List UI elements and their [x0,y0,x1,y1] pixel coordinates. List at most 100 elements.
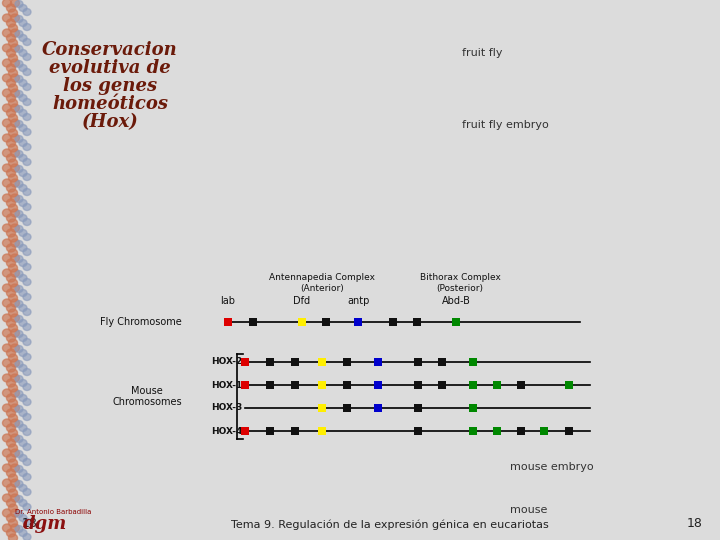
Ellipse shape [9,114,17,122]
Ellipse shape [19,484,27,491]
Bar [469,358,477,366]
Ellipse shape [2,29,12,37]
Ellipse shape [11,29,19,37]
Ellipse shape [23,383,31,390]
Ellipse shape [15,91,23,98]
Ellipse shape [23,429,31,435]
Ellipse shape [11,194,19,202]
Ellipse shape [9,504,17,512]
Ellipse shape [11,119,19,127]
Ellipse shape [15,45,23,52]
Ellipse shape [23,308,31,315]
Ellipse shape [15,180,23,187]
Text: Bithorax Complex
(Posterior): Bithorax Complex (Posterior) [420,273,500,293]
Ellipse shape [6,379,16,387]
Ellipse shape [19,185,27,192]
Ellipse shape [2,449,12,457]
Ellipse shape [23,458,31,465]
Ellipse shape [11,404,19,412]
Ellipse shape [9,294,17,302]
Ellipse shape [6,514,16,522]
Ellipse shape [6,349,16,357]
Ellipse shape [9,99,17,107]
Ellipse shape [19,94,27,102]
Ellipse shape [2,224,12,232]
Ellipse shape [23,399,31,406]
Ellipse shape [11,494,19,502]
Bar [389,318,397,326]
Ellipse shape [9,474,17,482]
Ellipse shape [11,344,19,352]
Ellipse shape [23,173,31,180]
Ellipse shape [19,50,27,57]
Ellipse shape [11,449,19,457]
Bar [322,318,330,326]
Ellipse shape [6,154,16,162]
Ellipse shape [6,319,16,327]
Ellipse shape [2,119,12,127]
Ellipse shape [6,94,16,102]
Ellipse shape [19,170,27,177]
Text: HOX-2: HOX-2 [211,357,242,367]
Bar [241,358,249,366]
Ellipse shape [2,239,12,247]
Text: (Hox): (Hox) [81,113,138,131]
Ellipse shape [11,509,19,517]
Bar [291,427,299,435]
Ellipse shape [2,14,12,22]
Bar [266,358,274,366]
Ellipse shape [19,455,27,462]
Ellipse shape [15,211,23,218]
Ellipse shape [19,260,27,267]
Ellipse shape [9,414,17,422]
Ellipse shape [19,364,27,372]
Ellipse shape [15,195,23,202]
Ellipse shape [2,299,12,307]
Ellipse shape [23,534,31,540]
Ellipse shape [15,361,23,368]
Text: mouse: mouse [510,505,547,515]
Ellipse shape [11,524,19,532]
Ellipse shape [19,230,27,237]
Ellipse shape [6,304,16,312]
Bar [374,358,382,366]
Ellipse shape [23,38,31,45]
Ellipse shape [23,294,31,300]
Ellipse shape [11,179,19,187]
Ellipse shape [9,144,17,152]
Ellipse shape [2,344,12,352]
Ellipse shape [9,279,17,287]
Bar [438,381,446,389]
Ellipse shape [23,414,31,421]
Bar [452,318,460,326]
Ellipse shape [23,264,31,271]
Ellipse shape [19,79,27,86]
Ellipse shape [23,443,31,450]
Ellipse shape [2,149,12,157]
Ellipse shape [19,515,27,522]
Ellipse shape [19,380,27,387]
Ellipse shape [19,245,27,252]
Ellipse shape [23,129,31,136]
Ellipse shape [9,84,17,92]
Bar [541,427,549,435]
Ellipse shape [15,165,23,172]
Text: fruit fly embryo: fruit fly embryo [462,120,549,130]
Ellipse shape [2,404,12,412]
Text: Antennapedia Complex
(Anterior): Antennapedia Complex (Anterior) [269,273,375,293]
Ellipse shape [11,164,19,172]
Ellipse shape [15,240,23,247]
Bar [413,427,421,435]
Text: antp: antp [347,296,369,306]
Ellipse shape [15,76,23,83]
Ellipse shape [23,204,31,211]
Ellipse shape [9,39,17,47]
Ellipse shape [2,374,12,382]
Ellipse shape [9,309,17,317]
Bar [298,318,306,326]
Ellipse shape [2,494,12,502]
Ellipse shape [15,346,23,353]
Ellipse shape [11,224,19,232]
Ellipse shape [23,503,31,510]
Bar [266,427,274,435]
